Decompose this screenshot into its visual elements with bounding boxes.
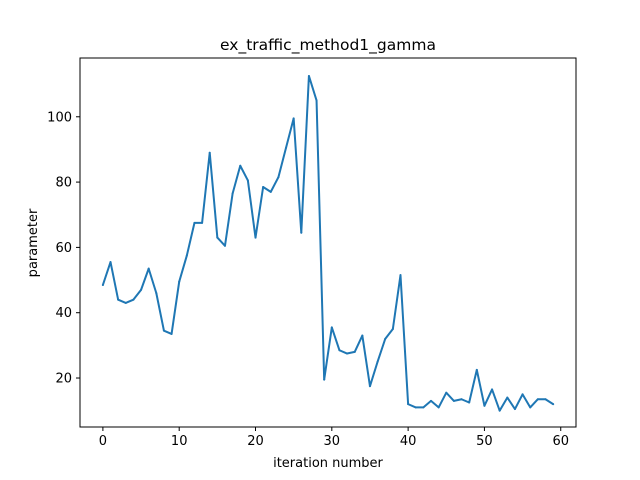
x-tick-label: 10 bbox=[171, 434, 188, 449]
data-point bbox=[262, 185, 265, 188]
data-point bbox=[178, 280, 181, 283]
data-point bbox=[368, 385, 371, 388]
x-tick-label: 40 bbox=[400, 434, 417, 449]
data-point bbox=[475, 368, 478, 371]
data-point bbox=[300, 231, 303, 234]
data-point bbox=[430, 399, 433, 402]
x-axis-label: iteration number bbox=[273, 456, 383, 471]
data-point bbox=[422, 406, 425, 409]
data-point bbox=[338, 349, 341, 352]
data-point bbox=[391, 328, 394, 331]
data-point bbox=[162, 329, 165, 332]
chart-title: ex_traffic_method1_gamma bbox=[220, 36, 436, 55]
x-tick-label: 20 bbox=[247, 434, 264, 449]
data-point bbox=[285, 146, 288, 149]
y-tick-label: 60 bbox=[55, 241, 72, 256]
data-point bbox=[330, 326, 333, 329]
axis-ticks: 0 10 20 30 40 50 60 20 40 60 80 100 bbox=[47, 110, 569, 449]
data-point bbox=[552, 403, 555, 406]
data-point bbox=[483, 404, 486, 407]
data-point bbox=[491, 388, 494, 391]
data-point bbox=[140, 288, 143, 291]
y-tick-label: 20 bbox=[55, 372, 72, 387]
data-point bbox=[132, 298, 135, 301]
data-point bbox=[239, 164, 242, 167]
data-points bbox=[101, 74, 555, 412]
data-point bbox=[376, 360, 379, 363]
data-point bbox=[346, 352, 349, 355]
data-point bbox=[361, 334, 364, 337]
x-tick-label: 30 bbox=[324, 434, 341, 449]
data-point bbox=[521, 393, 524, 396]
data-point bbox=[124, 301, 127, 304]
data-point bbox=[414, 406, 417, 409]
data-point bbox=[353, 350, 356, 353]
data-point bbox=[468, 401, 471, 404]
data-point bbox=[460, 398, 463, 401]
data-point bbox=[101, 283, 104, 286]
data-point bbox=[155, 292, 158, 295]
data-point bbox=[323, 378, 326, 381]
plot-area-frame bbox=[79, 57, 577, 428]
data-point bbox=[223, 244, 226, 247]
data-point bbox=[437, 406, 440, 409]
data-point bbox=[506, 396, 509, 399]
data-point bbox=[185, 254, 188, 257]
series-line bbox=[101, 74, 555, 412]
data-point bbox=[544, 398, 547, 401]
data-point bbox=[307, 74, 310, 77]
data-point bbox=[231, 192, 234, 195]
data-point bbox=[399, 274, 402, 277]
data-point bbox=[254, 236, 257, 239]
y-tick-label: 80 bbox=[55, 176, 72, 191]
data-point bbox=[384, 337, 387, 340]
data-point bbox=[170, 332, 173, 335]
data-point bbox=[246, 179, 249, 182]
data-point bbox=[117, 298, 120, 301]
data-point bbox=[536, 398, 539, 401]
data-point bbox=[292, 117, 295, 120]
y-tick-label: 100 bbox=[47, 110, 72, 125]
data-point bbox=[208, 151, 211, 154]
data-point bbox=[513, 408, 516, 411]
data-point bbox=[498, 409, 501, 412]
data-point bbox=[529, 406, 532, 409]
data-point bbox=[201, 221, 204, 224]
data-point bbox=[315, 99, 318, 102]
data-point bbox=[147, 267, 150, 270]
data-point bbox=[109, 261, 112, 264]
data-point bbox=[193, 221, 196, 224]
data-point bbox=[452, 399, 455, 402]
y-axis-label: parameter bbox=[26, 208, 41, 277]
data-point bbox=[277, 176, 280, 179]
data-point bbox=[216, 236, 219, 239]
data-point bbox=[269, 190, 272, 193]
x-tick-label: 60 bbox=[552, 434, 569, 449]
y-tick-label: 40 bbox=[55, 306, 72, 321]
x-tick-label: 50 bbox=[476, 434, 493, 449]
x-tick-label: 0 bbox=[99, 434, 107, 449]
data-point bbox=[445, 391, 448, 394]
data-point bbox=[407, 403, 410, 406]
